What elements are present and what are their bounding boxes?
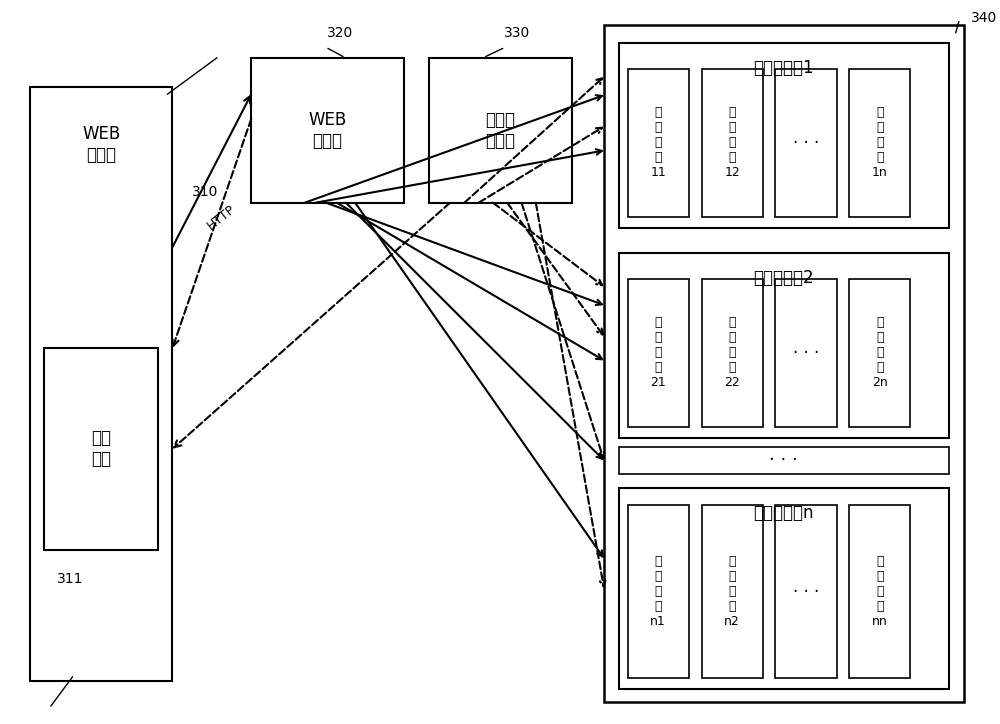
Bar [849,505,910,678]
Bar [849,279,910,427]
Text: 运
维
软
件
1n: 运 维 软 件 1n [872,106,888,180]
Text: 运
维
软
件
12: 运 维 软 件 12 [724,106,740,180]
Text: 运
维
软
件
11: 运 维 软 件 11 [650,106,666,180]
Text: 远程协
议网关: 远程协 议网关 [485,111,515,150]
Text: 远程
插件: 远程 插件 [91,429,111,468]
Bar [775,69,837,217]
Text: 远程服务器n: 远程服务器n [754,504,814,522]
Text: · · ·: · · · [793,583,819,600]
Text: 运
维
软
件
n1: 运 维 软 件 n1 [650,555,666,628]
Text: · · ·: · · · [769,452,798,469]
Bar [849,69,910,217]
Text: HTTP: HTTP [205,202,238,232]
Bar [619,43,949,228]
Text: 远程服务器2: 远程服务器2 [754,269,814,287]
Text: 320: 320 [327,25,353,40]
Bar [628,69,689,217]
Text: 远程服务器1: 远程服务器1 [754,59,814,77]
Bar [619,253,949,438]
Bar [619,488,949,689]
Text: WEB
服务器: WEB 服务器 [309,111,347,150]
Bar [628,279,689,427]
Text: · · ·: · · · [793,134,819,152]
Text: 运
维
软
件
2n: 运 维 软 件 2n [872,316,888,390]
Bar [619,447,949,474]
Text: 311: 311 [57,572,84,586]
Bar [628,505,689,678]
Text: 运
维
软
件
21: 运 维 软 件 21 [650,316,666,390]
Bar [251,58,404,203]
Bar [775,505,837,678]
Bar [604,25,964,702]
Bar [702,279,763,427]
Bar [44,348,158,550]
Text: 330: 330 [504,25,530,40]
Text: 运
维
软
件
n2: 运 维 软 件 n2 [724,555,740,628]
Text: WEB
浏览器: WEB 浏览器 [82,125,121,164]
Bar [702,505,763,678]
Bar [30,87,172,681]
Text: 340: 340 [971,11,997,25]
Bar [775,279,837,427]
Bar [702,69,763,217]
Text: 运
维
软
件
nn: 运 维 软 件 nn [872,555,888,628]
Text: 运
维
软
件
22: 运 维 软 件 22 [724,316,740,390]
Text: · · ·: · · · [793,344,819,362]
Text: 310: 310 [192,185,219,199]
Bar [429,58,572,203]
